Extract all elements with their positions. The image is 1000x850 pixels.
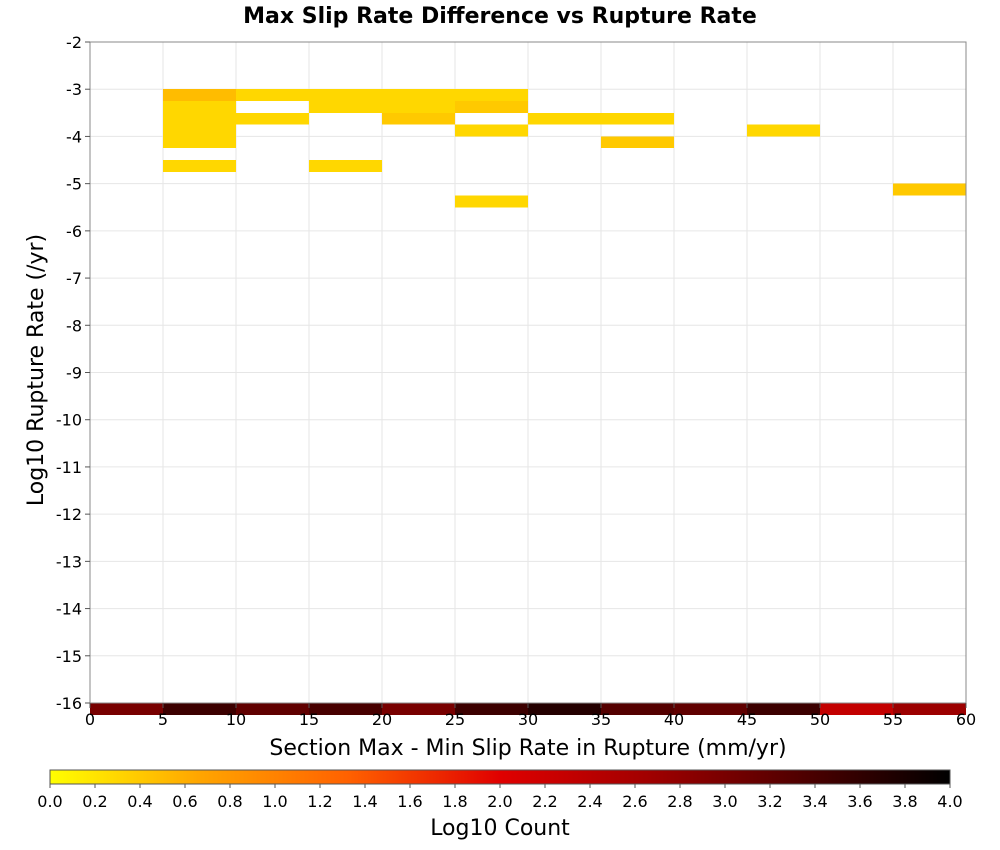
heatmap-cell [747,124,820,137]
heatmap-cell [309,160,382,172]
x-tick-label: 35 [591,710,611,729]
heatmap-cell [455,703,528,715]
y-tick-label: -2 [66,33,82,52]
heatmap-cell [601,703,674,715]
x-tick-label: 20 [372,710,392,729]
heatmap-cell [236,89,309,102]
heatmap-cell [382,101,455,113]
heatmap-cell [163,136,236,149]
y-tick-label: -14 [56,600,82,619]
heatmap-cell [820,703,893,715]
y-tick-label: -7 [66,269,82,288]
heatmap-cell [90,703,163,715]
heatmap-cell [601,136,674,149]
heatmap-cells [90,89,966,715]
colorbar-tick-label: 2.8 [667,792,692,811]
x-tick-label: 0 [85,710,95,729]
x-axis-ticks: 0 5 10 15 20 25 30 35 40 45 50 55 60 [85,703,976,729]
x-tick-label: 30 [518,710,538,729]
x-tick-label: 25 [445,710,465,729]
y-tick-label: -11 [56,458,82,477]
colorbar-tick-label: 0.8 [217,792,242,811]
heatmap-cell [893,183,966,196]
colorbar-tick-label: 1.4 [352,792,377,811]
colorbar-tick-label: 0.6 [172,792,197,811]
heatmap-cell [455,101,528,113]
heatmap-cell [163,703,236,715]
y-axis-label: Log10 Rupture Rate (/yr) [24,234,49,506]
heatmap-cell [163,124,236,137]
heatmap-cell [309,101,382,113]
y-tick-label: -9 [66,364,82,383]
y-tick-label: -5 [66,175,82,194]
colorbar-tick-label: 3.8 [892,792,917,811]
heatmap-cell [309,703,382,715]
colorbar-tick-label: 1.2 [307,792,332,811]
colorbar-tick-label: 2.4 [577,792,602,811]
x-tick-label: 50 [810,710,830,729]
colorbar-tick-label: 1.8 [442,792,467,811]
x-tick-label: 5 [158,710,168,729]
colorbar-tick-label: 1.6 [397,792,422,811]
heatmap-cell [382,112,455,125]
heatmap-cell [455,195,528,208]
x-tick-label: 15 [299,710,319,729]
colorbar-tick-label: 3.6 [847,792,872,811]
colorbar-tick-label: 4.0 [937,792,962,811]
colorbar-tick-label: 3.4 [802,792,827,811]
colorbar-tick-label: 2.2 [532,792,557,811]
y-tick-label: -8 [66,316,82,335]
y-tick-label: -15 [56,647,82,666]
colorbar-ticks: 0.0 0.2 0.4 0.6 0.8 1.0 1.2 1.4 1.6 1.8 2.0 2.2 2.4 2… [37,784,963,811]
colorbar-tick-label: 0.4 [127,792,152,811]
y-tick-label: -13 [56,552,82,571]
y-tick-label: -12 [56,505,82,524]
x-tick-label: 60 [956,710,976,729]
y-axis-ticks: -2 -3 -4 -5 -6 -7 -8 -9 -10 -11 -12 -13 -14 -15 -16 [56,33,90,713]
chart-title: Max Slip Rate Difference vs Rupture Rate [243,4,757,29]
colorbar-tick-label: 2.0 [487,792,512,811]
y-tick-label: -10 [56,411,82,430]
colorbar-tick-label: 3.2 [757,792,782,811]
x-tick-label: 55 [883,710,903,729]
y-tick-label: -4 [66,127,82,146]
heatmap-cell [163,112,236,125]
colorbar [49,769,951,785]
heatmap-cell [601,112,674,125]
colorbar-tick-label: 1.0 [262,792,287,811]
x-tick-label: 40 [664,710,684,729]
colorbar-tick-label: 3.0 [712,792,737,811]
heatmap-cell [382,89,455,102]
x-tick-label: 45 [737,710,757,729]
y-tick-label: -16 [56,694,82,713]
y-tick-label: -3 [66,80,82,99]
heatmap-cell [382,703,455,715]
y-tick-label: -6 [66,222,82,241]
heatmap-cell [236,703,309,715]
heatmap-cell [163,160,236,172]
heatmap-cell [163,89,236,102]
heatmap-cell [893,703,966,715]
colorbar-label: Log10 Count [430,816,570,841]
x-tick-label: 10 [226,710,246,729]
heatmap-cell [455,124,528,137]
heatmap-cell [455,89,528,102]
heatmap-cell [528,703,601,715]
heatmap-cell [236,112,309,125]
colorbar-tick-label: 2.6 [622,792,647,811]
heatmap-cell [528,112,601,125]
heatmap-cell [674,703,747,715]
heatmap-cell [309,89,382,102]
colorbar-tick-label: 0.0 [37,792,62,811]
x-axis-label: Section Max - Min Slip Rate in Rupture (… [269,736,786,761]
heatmap-cell [163,101,236,113]
heatmap-cell [747,703,820,715]
colorbar-tick-label: 0.2 [82,792,107,811]
